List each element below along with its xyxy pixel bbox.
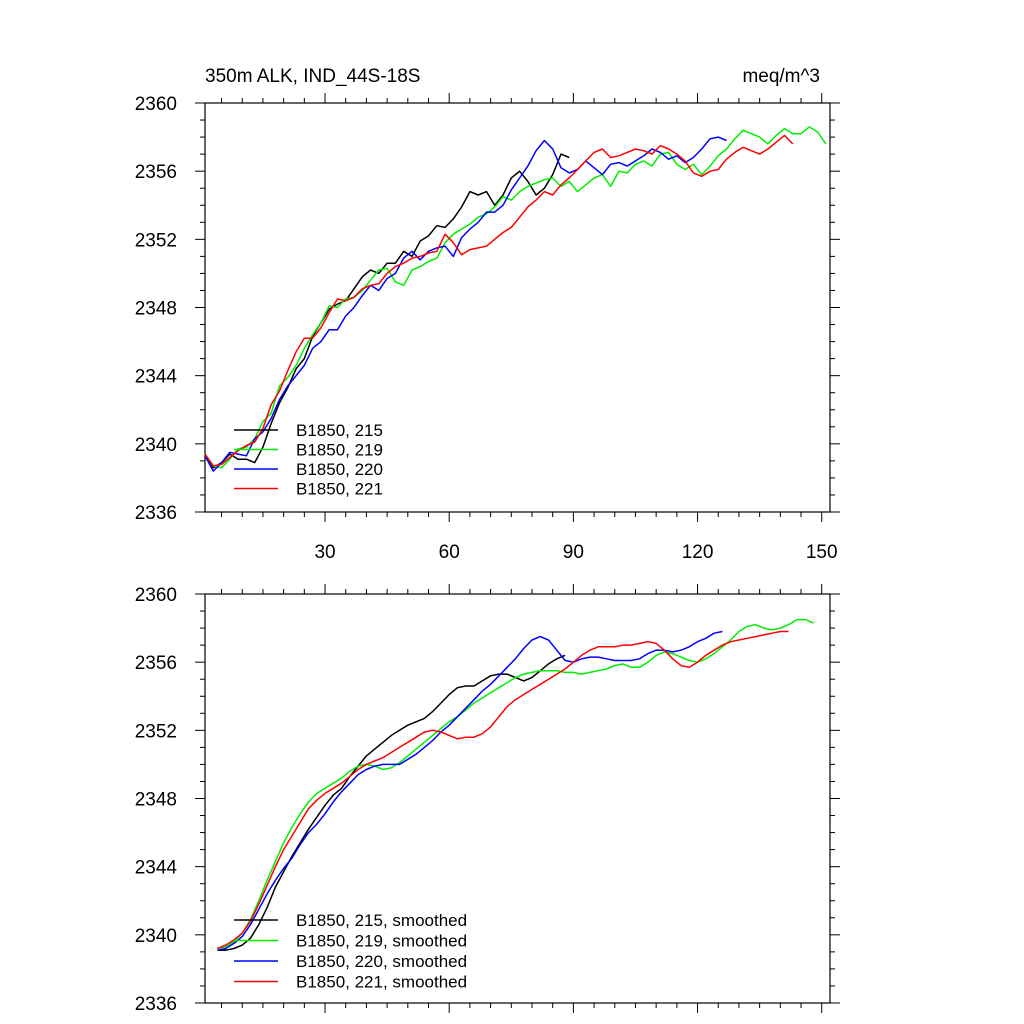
y-tick-label: 2352 [135,230,177,251]
legend-label: B1850, 220, smoothed [296,952,467,971]
y-tick-label: 2360 [135,585,177,606]
y-tick-label: 2356 [135,653,177,674]
x-tick-label: 30 [314,542,335,563]
y-tick-label: 2344 [135,367,178,388]
legend-label: B1850, 215 [296,421,383,440]
top-panel: 350m ALK, IND_44S-18S meq/m^3 2336234023… [135,66,840,563]
top-plot-area: 2336 2340 2344 2348 2352 2356 2360 30 60 90 120 150… [135,93,840,563]
units-label: meq/m^3 [742,66,820,87]
y-tick-label: 2336 [135,994,177,1015]
x-tick-label: 150 [806,542,838,563]
y-tick-label: 2340 [135,926,177,947]
series-line [217,630,723,951]
bottom-panel: 2336 2340 2344 2348 2352 2356 2360 B1850, 215, … [135,584,840,1015]
series-line [204,126,827,469]
x-tick-label: 60 [439,542,460,563]
legend-label: B1850, 219 [296,441,383,460]
y-tick-label: 2348 [135,299,177,320]
y-tick-label: 2336 [135,503,177,524]
series-line [217,618,814,950]
legend-label: B1850, 220 [296,460,383,479]
bottom-plot-area: 2336 2340 2344 2348 2352 2356 2360 B1850, 215, … [135,584,840,1015]
y-tick-label: 2360 [135,94,177,115]
series-line [217,630,789,950]
series-line [204,153,570,469]
y-tick-label: 2352 [135,721,177,742]
legend-label: B1850, 221 [296,480,383,499]
x-tick-label: 90 [563,542,584,563]
legend-label: B1850, 221, smoothed [296,973,467,992]
y-tick-label: 2344 [135,858,178,879]
series-line [217,654,566,951]
legend-label: B1850, 219, smoothed [296,932,467,951]
series-line [204,136,727,472]
x-tick-label: 120 [682,542,714,563]
y-tick-label: 2356 [135,162,177,183]
series-line [204,134,794,467]
panel-title: 350m ALK, IND_44S-18S [205,66,420,87]
y-tick-label: 2340 [135,435,177,456]
legend-label: B1850, 215, smoothed [296,911,467,930]
y-tick-label: 2348 [135,790,177,811]
